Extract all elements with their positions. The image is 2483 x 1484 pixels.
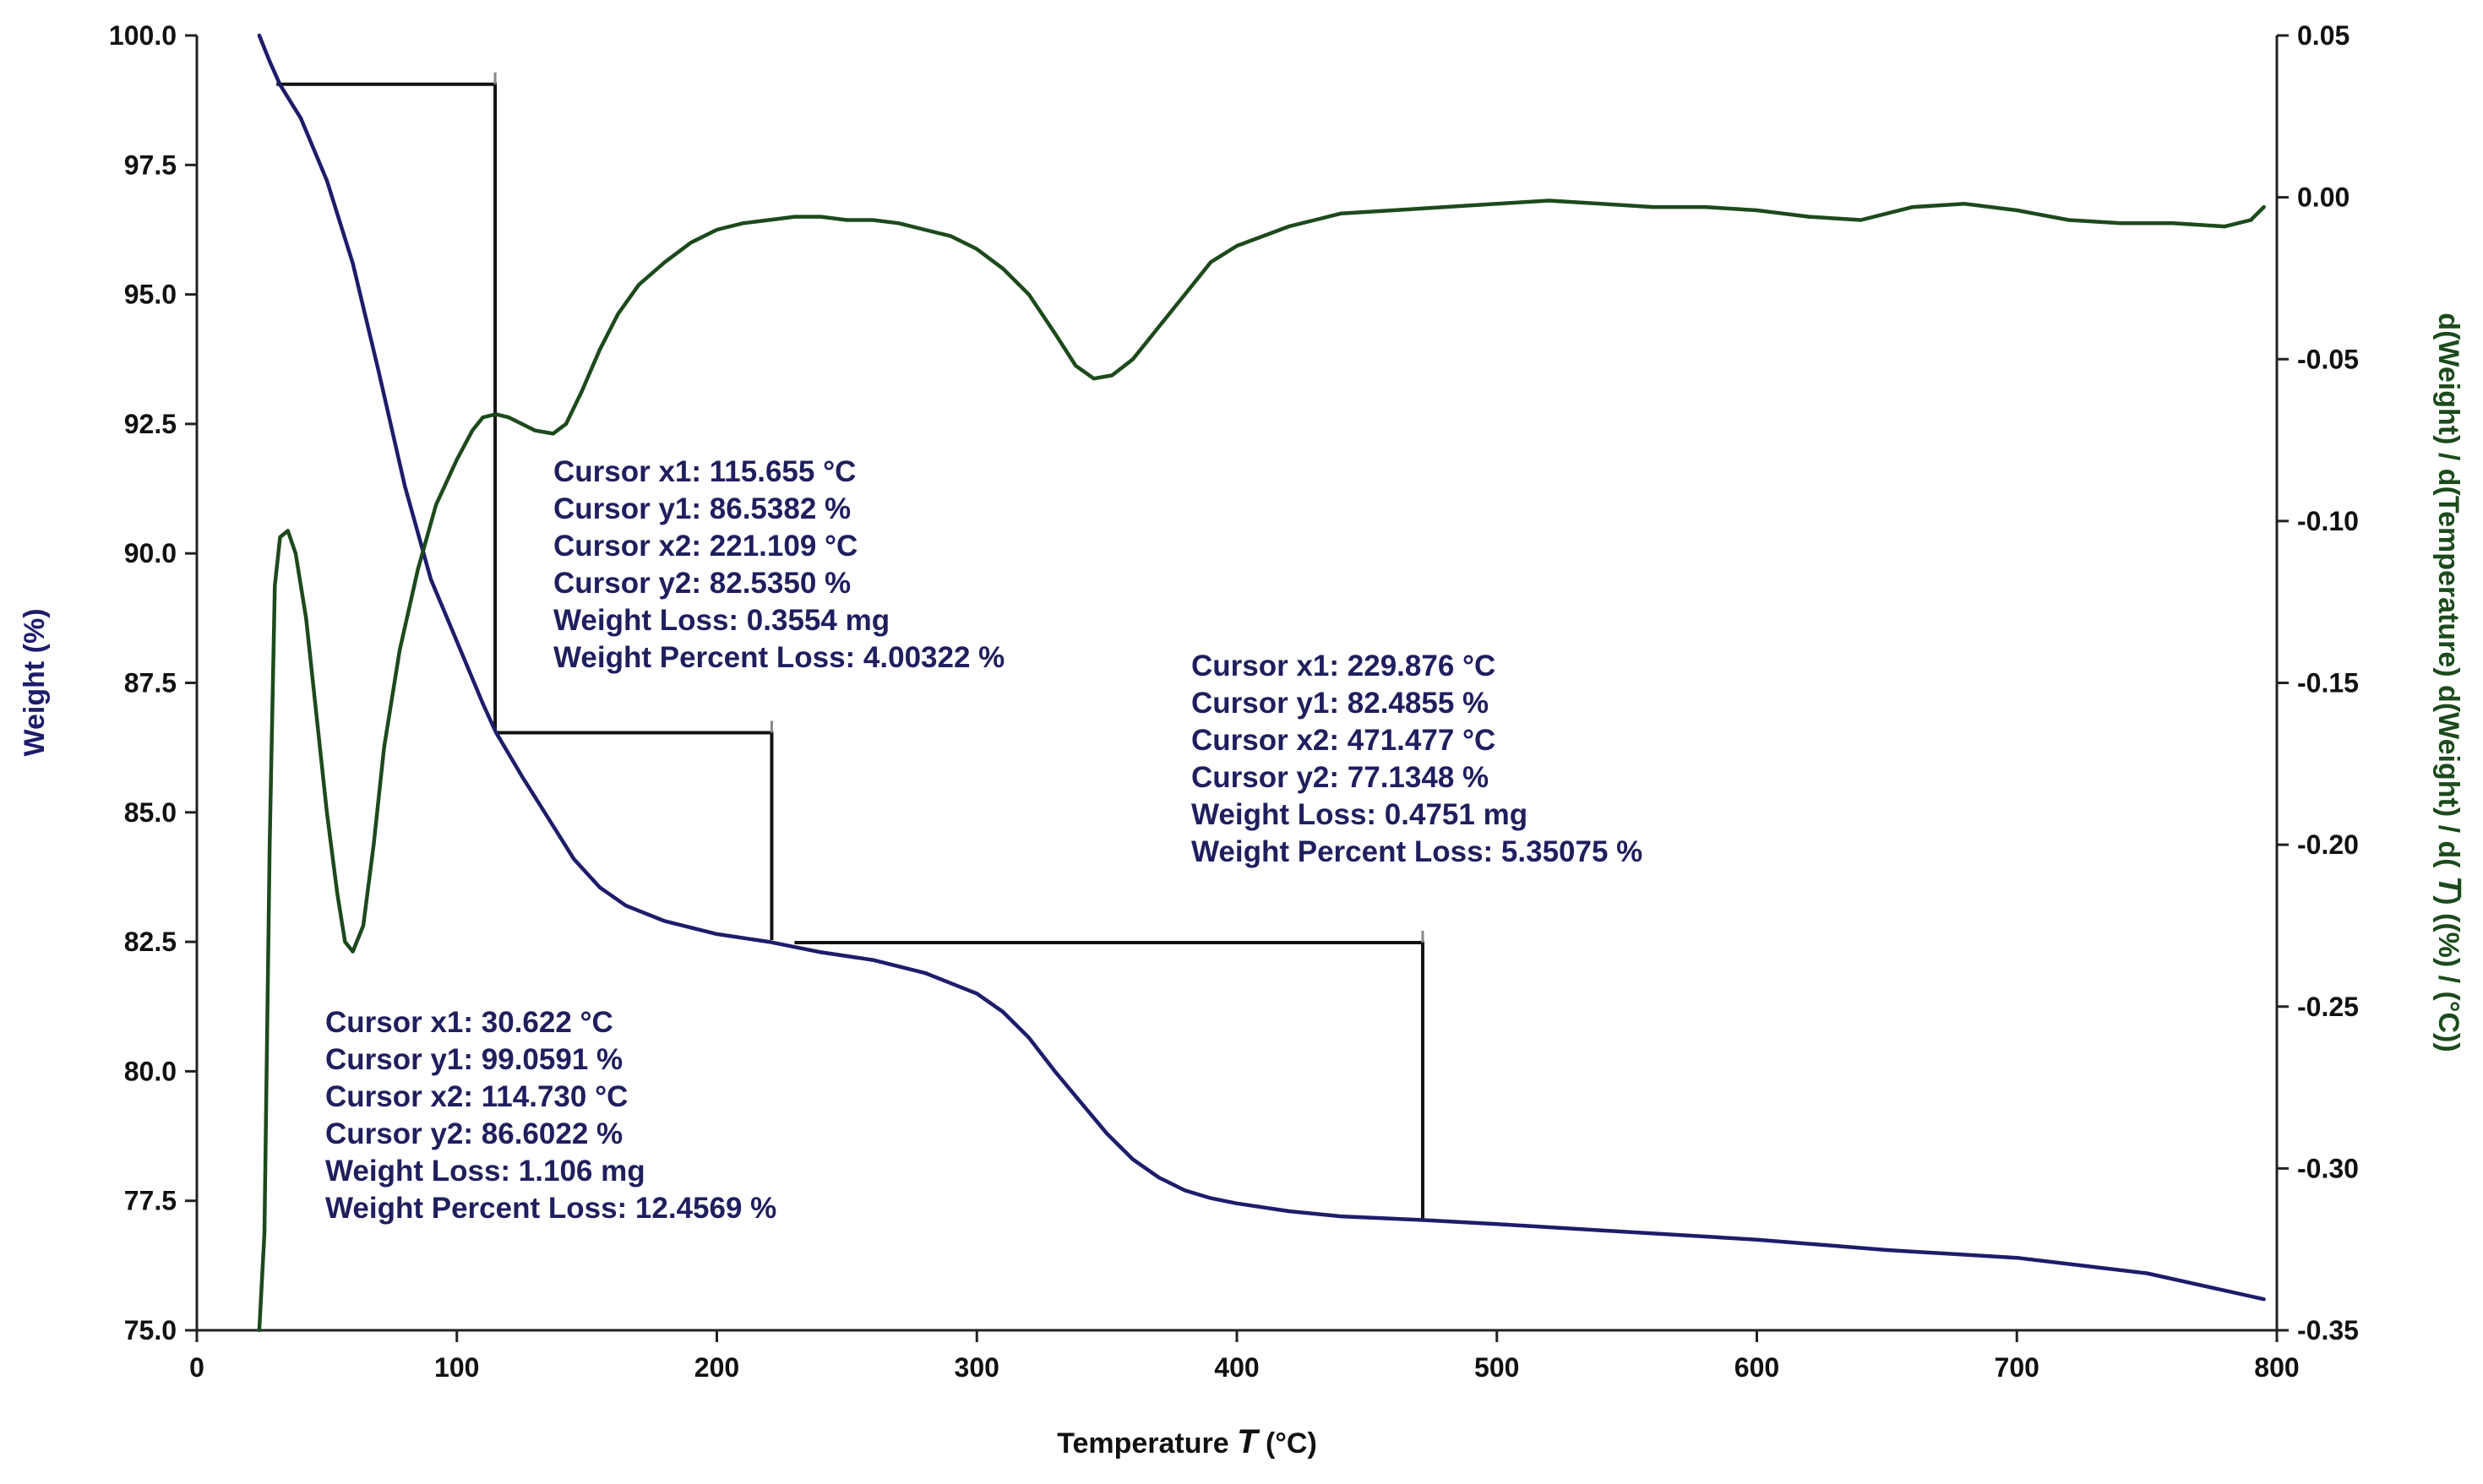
cursor-readout-line: Cursor y1: 86.5382 % [553,492,851,525]
data-series [257,33,2266,1333]
x-tick-label: 600 [1734,1352,1779,1383]
weight-percent-line [257,33,2266,1302]
cursor-readout-line: Cursor y1: 82.4855 % [1191,687,1489,720]
y-tick-label: 100.0 [109,20,177,51]
right-y-axis-title: d(Weight) / d(Temperature) d(Weight) / d… [2431,313,2467,1052]
y2-tick-label: 0.05 [2297,20,2350,51]
y-tick-label: 95.0 [124,280,177,310]
x-tick-label: 800 [2254,1352,2299,1383]
x-tick-label: 400 [1214,1352,1259,1383]
cursor-readout-line: Cursor y1: 99.0591 % [325,1043,623,1076]
y-tick-label: 97.5 [124,149,177,180]
y2-tick-label: -0.10 [2297,506,2359,536]
y-tick-label: 80.0 [124,1056,177,1086]
y2-tick-label: -0.05 [2297,344,2359,374]
cursor-readout-line: Weight Loss: 0.4751 mg [1191,798,1527,831]
cursor-readout-block: Cursor x1: 115.655 °C Cursor y1: 86.5382 … [553,455,1005,674]
cursor-bracket [497,731,774,940]
cursor-brackets [276,72,1424,1220]
y-tick-label: 75.0 [124,1315,177,1345]
y2-tick-label: -0.20 [2297,829,2359,860]
y2-tick-label: -0.35 [2297,1315,2359,1345]
derivative-weight-line [257,198,2266,1333]
cursor-readout-line: Cursor y2: 77.1348 % [1191,761,1489,794]
y2-tick-label: 0.00 [2297,182,2350,213]
cursor-readout-line: Cursor x2: 114.730 °C [325,1080,628,1113]
cursor-readout-line: Cursor x2: 471.477 °C [1191,724,1495,757]
x-tick-label: 200 [694,1352,739,1383]
y-tick-label: 82.5 [124,927,177,957]
cursor-readout-line: Cursor x1: 229.876 °C [1191,650,1495,682]
x-axis-ticks: 0 100 200 300 400 500 600 700 800 [189,1330,2300,1383]
cursor-readout-block: Cursor x1: 30.622 °C Cursor y1: 99.0591 %… [325,1006,776,1225]
left-y-axis-ticks: 75.0 77.5 80.0 82.5 85.0 87.5 90.0 92.5 95.0 97.5… [109,20,197,1345]
cursor-readout-line: Cursor x2: 221.109 °C [553,530,858,563]
y-tick-label: 92.5 [124,409,177,439]
y-tick-label: 77.5 [124,1186,177,1216]
x-tick-label: 500 [1474,1352,1519,1383]
cursor-readout-line: Weight Percent Loss: 12.4569 % [325,1192,776,1225]
y-tick-label: 87.5 [124,668,177,699]
x-axis-title: Temperature T (°C) [1057,1423,1317,1460]
y2-tick-label: -0.15 [2297,668,2359,699]
cursor-readout-line: Weight Loss: 1.106 mg [325,1155,645,1188]
cursor-readout-line: Weight Loss: 0.3554 mg [553,604,890,637]
cursor-readout-line: Cursor y2: 86.6022 % [325,1117,623,1150]
cursor-readout-line: Weight Percent Loss: 4.00322 % [553,641,1005,674]
cursor-readout-block: Cursor x1: 229.876 °C Cursor y1: 82.4855 … [1191,650,1642,868]
y2-tick-label: -0.25 [2297,992,2359,1022]
x-tick-label: 700 [1995,1352,2039,1383]
cursor-readout-line: Cursor x1: 30.622 °C [325,1006,613,1039]
cursor-bracket [276,82,498,730]
cursor-readout-line: Weight Percent Loss: 5.35075 % [1191,835,1642,868]
y-tick-label: 90.0 [124,538,177,568]
y2-tick-label: -0.30 [2297,1153,2359,1183]
y-tick-label: 85.0 [124,797,177,828]
right-y-axis-ticks: -0.35 -0.30 -0.25 -0.20 -0.15 -0.10 -0.05 0.00 0… [2277,20,2359,1345]
x-tick-label: 0 [189,1352,204,1383]
cursor-annotations: Cursor x1: 30.622 °C Cursor y1: 99.0591 %… [325,455,1642,1225]
x-tick-label: 300 [955,1352,999,1383]
left-y-axis-title: Weight (%) [19,608,51,756]
cursor-readout-line: Cursor x1: 115.655 °C [553,455,856,488]
cursor-readout-line: Cursor y2: 82.5350 % [553,567,851,600]
x-tick-label: 100 [434,1352,479,1383]
cursor-bracket [794,940,1424,1220]
